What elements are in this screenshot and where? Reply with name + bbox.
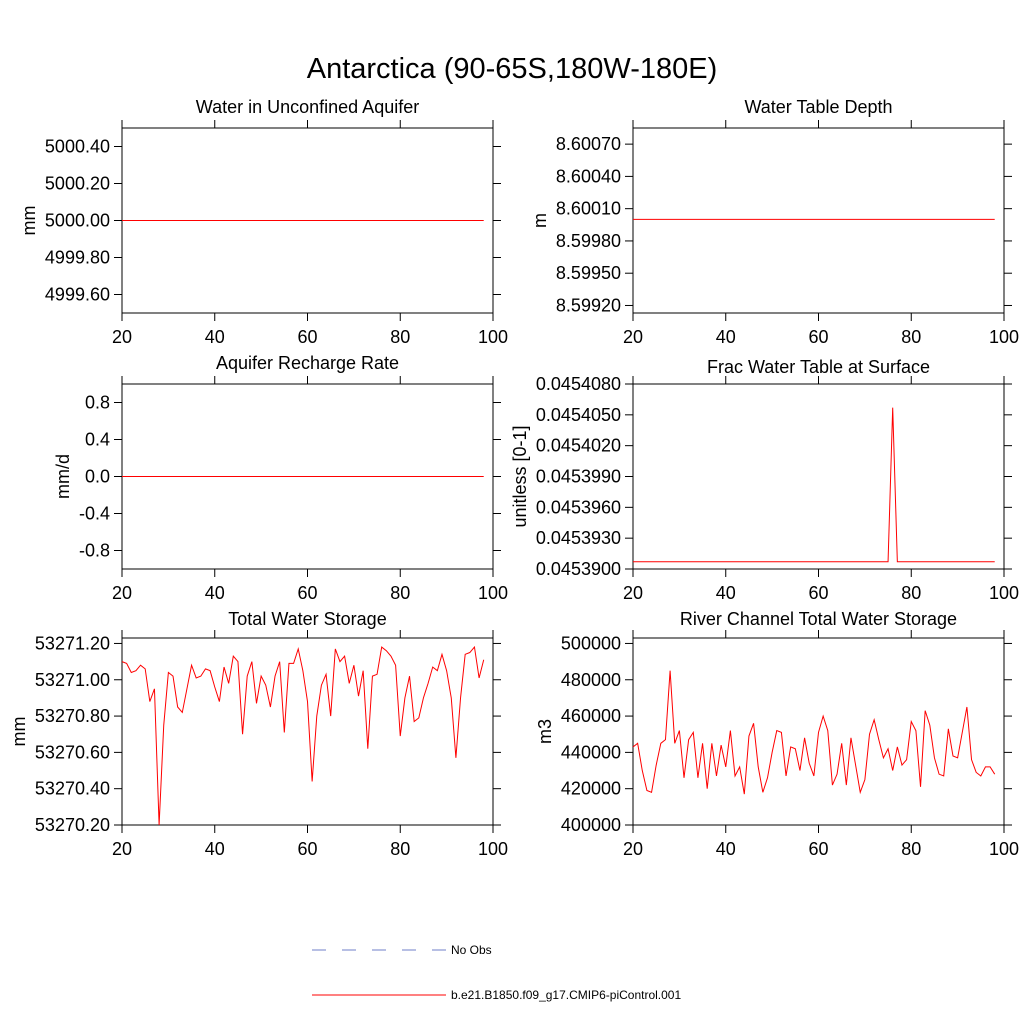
x-tick-label: 100 [989,839,1019,859]
x-tick-label: 40 [716,839,736,859]
x-tick-label: 40 [716,327,736,347]
x-tick-label: 40 [205,327,225,347]
plot-frame [632,383,1005,570]
y-tick-label: 0.0453960 [536,497,621,517]
panel-title: Aquifer Recharge Rate [216,353,399,373]
y-tick-label: 0.0454020 [536,436,621,456]
x-tick-label: 80 [901,839,921,859]
y-tick-label: 0.0454050 [536,405,621,425]
y-tick-label: 4999.80 [45,248,110,268]
y-tick-label: 8.60010 [556,199,621,219]
y-tick-label: 8.59950 [556,263,621,283]
x-tick-label: 80 [390,327,410,347]
x-tick-label: 80 [901,327,921,347]
x-tick-label: 80 [390,583,410,603]
x-tick-label: 100 [478,583,508,603]
data-line [633,407,995,563]
x-tick-label: 60 [808,583,828,603]
y-tick-label: 53271.20 [35,633,110,653]
y-tick-label: 8.59920 [556,295,621,315]
y-axis-label: mm [19,206,39,236]
x-tick-label: 100 [989,327,1019,347]
y-tick-label: 420000 [561,779,621,799]
y-tick-label: -0.4 [79,504,110,524]
x-tick-label: 40 [205,583,225,603]
x-tick-label: 60 [297,839,317,859]
y-tick-label: 0.0453990 [536,467,621,487]
data-line [632,670,996,795]
y-tick-label: 5000.20 [45,174,110,194]
y-tick-label: 5000.40 [45,137,110,157]
x-tick-label: 100 [478,327,508,347]
x-tick-label: 60 [297,327,317,347]
y-tick-label: 460000 [561,706,621,726]
y-tick-label: 53270.80 [35,706,110,726]
y-tick-label: 400000 [561,815,621,835]
panel-title: River Channel Total Water Storage [680,609,957,629]
y-tick-label: 0.0 [85,467,110,487]
y-tick-label: 53270.20 [35,815,110,835]
y-axis-label: m [530,213,550,228]
x-tick-label: 20 [623,583,643,603]
y-tick-label: 8.59980 [556,231,621,251]
x-tick-label: 80 [901,583,921,603]
plot-frame [121,637,494,826]
x-tick-label: 20 [112,839,132,859]
x-tick-label: 60 [808,327,828,347]
x-tick-label: 40 [716,583,736,603]
panel-title: Frac Water Table at Surface [707,357,930,377]
y-tick-label: -0.8 [79,541,110,561]
figure-title: Antarctica (90-65S,180W-180E) [307,53,718,85]
x-tick-label: 60 [808,839,828,859]
y-tick-label: 53270.40 [35,779,110,799]
legend-label: b.e21.B1850.f09_g17.CMIP6-piControl.001 [451,988,681,1002]
y-tick-label: 0.0453930 [536,528,621,548]
x-tick-label: 20 [623,839,643,859]
y-tick-label: 53271.00 [35,670,110,690]
panel-title: Water Table Depth [744,97,892,117]
legend-label: No Obs [451,943,492,957]
y-tick-label: 0.4 [85,430,110,450]
y-axis-label: unitless [0-1] [510,425,530,527]
y-tick-label: 4999.60 [45,285,110,305]
x-tick-label: 60 [297,583,317,603]
data-line [121,645,485,826]
y-axis-label: mm [9,717,29,747]
x-tick-label: 20 [112,583,132,603]
panel-title: Water in Unconfined Aquifer [196,97,419,117]
y-axis-label: mm/d [53,454,73,499]
plot-frame [632,127,1005,314]
y-tick-label: 500000 [561,633,621,653]
y-axis-label: m3 [535,719,555,744]
x-tick-label: 100 [478,839,508,859]
panel-title: Total Water Storage [228,609,386,629]
x-tick-label: 100 [989,583,1019,603]
x-tick-label: 20 [112,327,132,347]
y-tick-label: 0.8 [85,393,110,413]
x-tick-label: 20 [623,327,643,347]
y-tick-label: 440000 [561,742,621,762]
y-tick-label: 8.60070 [556,134,621,154]
y-tick-label: 8.60040 [556,166,621,186]
y-tick-label: 53270.60 [35,742,110,762]
y-tick-label: 5000.00 [45,211,110,231]
x-tick-label: 40 [205,839,225,859]
x-tick-label: 80 [390,839,410,859]
y-tick-label: 480000 [561,670,621,690]
y-tick-label: 0.0453900 [536,559,621,579]
y-tick-label: 0.0454080 [536,374,621,394]
